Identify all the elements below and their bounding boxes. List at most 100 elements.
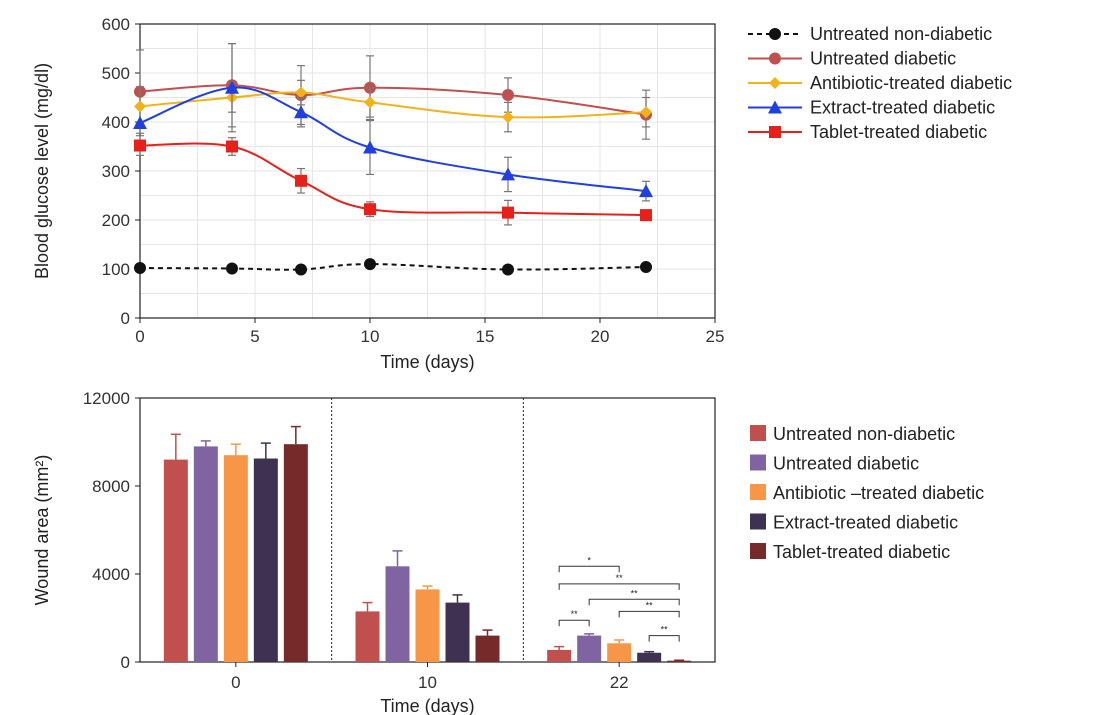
y-tick-label: 400 [102,113,130,132]
data-point [364,258,376,271]
x-tick-label: 0 [231,673,240,692]
wound-legend: Untreated non-diabetic Untreated diabetic… [750,424,984,562]
data-point [364,203,376,216]
bar [667,660,692,662]
x-tick-label: 22 [610,673,629,692]
data-point [363,140,377,154]
bar [577,635,602,662]
data-point [226,140,238,153]
legend-label: Tablet-treated diabetic [773,542,950,562]
x-tick-label: 0 [135,327,144,346]
significance-label: ** [661,625,669,635]
significance-bracket [558,619,590,627]
bar [415,589,440,662]
series-line [139,86,647,193]
bar [355,611,380,662]
series-line [139,91,647,119]
data-point [134,100,146,113]
data-point [134,139,146,152]
data-point [295,174,307,187]
legend-marker [769,126,781,138]
y-tick-label: 4000 [92,565,130,584]
y-tick-label: 600 [102,15,130,34]
y-tick-label: 12000 [83,389,130,408]
y-tick-label: 100 [102,260,130,279]
bar [283,444,308,662]
legend-marker [769,77,781,89]
data-point [640,209,652,222]
data-point [502,263,514,276]
legend-label: Antibiotic-treated diabetic [810,73,1012,93]
bar [385,566,410,662]
x-axis-label: Time (days) [380,696,474,715]
data-point [502,111,514,124]
y-tick-label: 200 [102,211,130,230]
legend-marker [768,100,782,114]
y-tick-label: 0 [121,653,130,672]
x-tick-label: 15 [476,327,495,346]
x-tick-label: 10 [361,327,380,346]
legend-swatch [750,454,766,471]
significance-bracket [588,598,680,606]
bar [547,649,572,662]
significance-label: ** [616,573,624,583]
bar [607,643,632,662]
glucose-legend: Untreated non-diabetic Untreated diabetic… [748,24,1012,142]
data-point [294,105,308,119]
x-tick-label: 25 [706,327,725,346]
data-point [502,89,514,102]
legend-label: Tablet-treated diabetic [810,122,987,142]
y-axis-label: Wound area (mm²) [32,455,52,606]
y-tick-label: 300 [102,162,130,181]
y-tick-label: 8000 [92,477,130,496]
data-point [226,262,238,275]
y-tick-label: 500 [102,64,130,83]
significance-label: * [587,555,591,565]
significance-bracket [618,610,680,618]
series-line [139,142,647,217]
y-tick-label: 0 [121,309,130,328]
legend-label: Extract-treated diabetic [810,98,995,118]
significance-label: ** [571,609,579,619]
x-tick-label: 10 [418,673,437,692]
y-axis-label: Blood glucose level (mg/dl) [32,63,52,279]
legend-label: Untreated diabetic [810,49,956,69]
bar [193,446,218,662]
legend-swatch [750,543,766,559]
data-point [640,106,652,119]
significance-bracket [558,583,680,590]
bar [163,459,188,662]
data-point [134,262,146,275]
x-axis-label: Time (days) [380,352,474,372]
significance-label: ** [646,600,654,610]
data-point [639,184,653,198]
data-point [364,96,376,109]
x-tick-label: 5 [250,327,259,346]
legend-swatch [750,425,766,441]
wound-area-bar-chart: 0 4000 8000 12000 Wound area (mm²) 0 10 22 Time … [32,389,716,715]
data-point [502,206,514,219]
legend-swatch [750,513,766,530]
significance-label: ** [631,588,639,598]
legend-label: Untreated non-diabetic [773,424,955,444]
bar [475,635,500,662]
data-point [295,86,307,99]
legend-label: Untreated non-diabetic [810,24,992,44]
significance-bracket [558,565,620,573]
x-tick-label: 20 [591,327,610,346]
data-point [133,115,147,129]
legend-marker [769,52,781,65]
glucose-line-chart: 0 100 200 300 400 500 600 0 5 10 15 20 25 Time (days)… [32,15,724,372]
bar [637,652,662,662]
legend-swatch [750,484,766,500]
data-point [640,261,652,274]
data-point [501,167,515,181]
series-line [139,84,647,116]
data-point [295,263,307,276]
legend-label: Antibiotic –treated diabetic [773,483,984,503]
legend-label: Extract-treated diabetic [773,513,958,533]
significance-bracket [648,635,680,642]
legend-label: Untreated diabetic [773,454,919,474]
bar [253,458,278,662]
